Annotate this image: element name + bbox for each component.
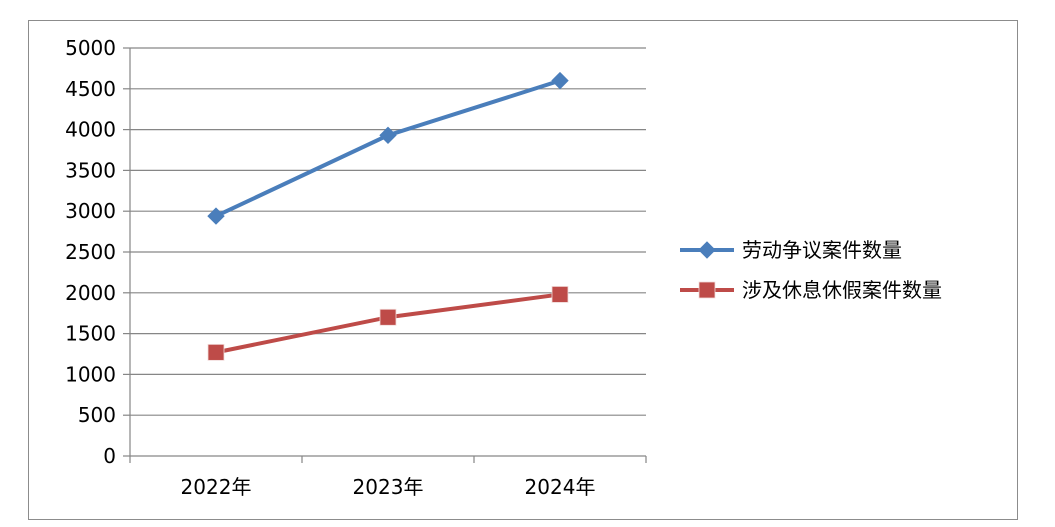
y-tick-label: 500 bbox=[78, 403, 116, 427]
y-tick-label: 1500 bbox=[65, 322, 116, 346]
x-tick-label: 2022年 bbox=[181, 475, 252, 499]
data-point bbox=[551, 71, 569, 90]
y-tick-label: 4500 bbox=[65, 77, 116, 101]
data-point bbox=[207, 207, 225, 225]
y-tick-label: 3000 bbox=[65, 199, 116, 223]
series-lines bbox=[207, 71, 569, 361]
y-tick-label: 2500 bbox=[65, 240, 116, 264]
data-point bbox=[379, 126, 397, 145]
y-axis-ticks: 0 500 1000 1500 2000 2500 3000 3500 4000 4500 5000 bbox=[65, 36, 130, 468]
x-tick-label: 2024年 bbox=[525, 475, 596, 499]
legend-label: 劳动争议案件数量 bbox=[742, 238, 902, 262]
x-tick-label: 2023年 bbox=[353, 475, 424, 499]
y-tick-label: 1000 bbox=[65, 362, 116, 386]
y-tick-label: 4000 bbox=[65, 118, 116, 142]
y-tick-label: 3500 bbox=[65, 158, 116, 182]
x-axis-ticks: 2022年 2023年 2024年 bbox=[129, 456, 647, 499]
legend-marker bbox=[698, 241, 716, 259]
y-tick-label: 2000 bbox=[65, 281, 116, 305]
data-point bbox=[207, 343, 225, 361]
y-tick-label: 0 bbox=[103, 444, 116, 468]
data-point bbox=[551, 286, 569, 303]
legend-marker bbox=[698, 281, 716, 299]
data-point bbox=[379, 308, 397, 326]
gridlines bbox=[130, 47, 646, 416]
chart-frame bbox=[28, 20, 1018, 520]
series-line-0 bbox=[215, 78, 561, 218]
legend-label: 涉及休息休假案件数量 bbox=[742, 278, 942, 302]
y-tick-label: 5000 bbox=[65, 36, 116, 60]
